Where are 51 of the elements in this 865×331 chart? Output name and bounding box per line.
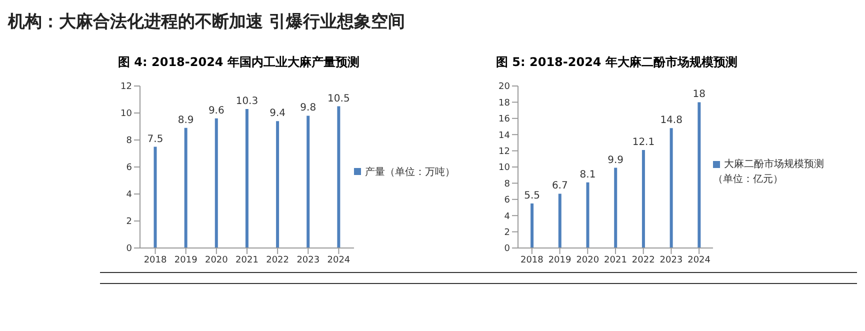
data-label: 9.9 — [608, 154, 624, 166]
x-tick-label: 2018 — [144, 255, 168, 266]
x-tick-label: 2022 — [632, 255, 655, 266]
y-tick-label: 10 — [498, 163, 510, 174]
x-tick-label: 2019 — [174, 255, 198, 266]
data-label: 14.8 — [660, 115, 682, 126]
x-tick-label: 2020 — [576, 255, 600, 266]
data-label: 8.1 — [580, 169, 596, 180]
y-tick-label: 20 — [498, 82, 510, 92]
x-tick-label: 2024 — [688, 255, 711, 266]
chart-title: 图 5: 2018-2024 年大麻二酚市场规模预测 — [495, 54, 738, 71]
y-tick-label: 8 — [504, 179, 510, 190]
text: 机构：大麻合法化进程的不断加速 引爆行业想象空间 — [8, 11, 406, 34]
y-tick-label: 10 — [120, 109, 132, 120]
y-tick-label: 4 — [504, 212, 510, 222]
x-tick-label: 2022 — [266, 255, 290, 266]
x-tick-label: 2020 — [204, 255, 228, 266]
data-label: 8.9 — [178, 114, 194, 126]
y-tick-label: 2 — [504, 228, 510, 238]
y-tick-label: 4 — [126, 190, 132, 200]
x-tick-label: 2023 — [296, 255, 320, 266]
data-label: 9.4 — [270, 108, 286, 120]
data-label: 7.5 — [147, 134, 164, 145]
data-label: 5.5 — [524, 190, 540, 202]
y-tick-label: 12 — [498, 146, 510, 157]
y-tick-label: 12 — [120, 82, 132, 92]
data-label: 10.3 — [236, 96, 258, 107]
data-label: 6.7 — [552, 180, 568, 192]
y-tick-label: 2 — [126, 217, 132, 228]
legend-label: 大麻二酚市场规模预测（单位：亿元） — [713, 159, 824, 185]
data-label: 9.8 — [300, 102, 316, 114]
y-tick-label: 0 — [504, 244, 510, 254]
legend-label: 产量（单位：万吨） — [365, 166, 455, 178]
y-tick-label: 6 — [504, 196, 510, 206]
y-tick-label: 8 — [126, 136, 132, 146]
x-tick-label: 2018 — [520, 255, 544, 266]
y-tick-label: 14 — [498, 130, 510, 141]
y-tick-label: 0 — [126, 244, 132, 254]
y-tick-label: 6 — [126, 163, 132, 174]
y-tick-label: 18 — [498, 98, 510, 108]
x-tick-label: 2021 — [236, 255, 258, 266]
data-label: 9.6 — [208, 105, 224, 116]
x-tick-label: 2023 — [660, 255, 683, 266]
data-label: 10.5 — [328, 93, 350, 104]
x-tick-label: 2019 — [548, 255, 572, 266]
data-label: 18 — [692, 89, 706, 100]
y-tick-label: 16 — [498, 114, 510, 125]
data-label: 12.1 — [632, 136, 655, 148]
x-tick-label: 2021 — [604, 255, 627, 266]
chart-title: 图 4: 2018-2024 年国内工业大麻产量预测 — [117, 54, 360, 71]
x-tick-label: 2024 — [327, 255, 350, 266]
